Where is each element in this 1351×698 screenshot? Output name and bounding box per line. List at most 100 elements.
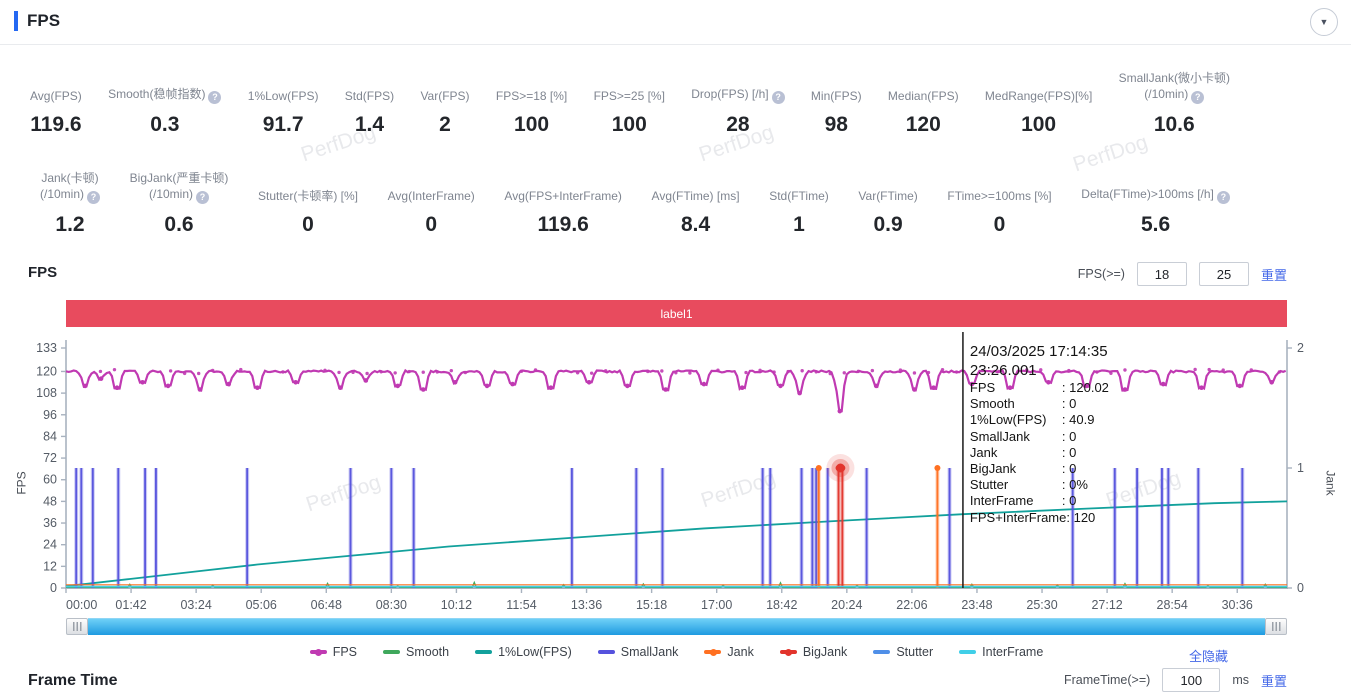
stat-r1-0: Avg(FPS) 119.6 xyxy=(30,70,82,137)
stat-label-line: Std(FPS) xyxy=(344,89,395,103)
frametime-filter-label: FrameTime(>=) xyxy=(1063,673,1151,687)
stat-label-line: 1%Low(FPS) xyxy=(247,89,319,103)
stat-label-line: Avg(FTime) [ms] xyxy=(651,189,740,203)
legend-marker-icon xyxy=(597,650,615,654)
stat-r2-5: Avg(FTime) [ms] 8.4 xyxy=(652,170,740,237)
series-FPS-marker xyxy=(182,371,187,376)
fps-chart[interactable]: 0 12 24 36 48 60 72 84 96 108 120 133 0 1 2 00:00 01:42 0… xyxy=(15,330,1337,614)
stat-label: Avg(FPS) xyxy=(30,70,82,104)
series-FPS-marker xyxy=(82,383,88,389)
help-icon[interactable]: ? xyxy=(1216,191,1230,204)
legend-marker-icon xyxy=(873,650,891,654)
collapse-button[interactable]: ▼ xyxy=(1310,8,1338,36)
legend-item-1%Low(FPS)[interactable]: 1%Low(FPS) xyxy=(475,645,572,659)
panel-header: FPS ▼ xyxy=(0,0,1351,45)
frametime-threshold-input[interactable] xyxy=(1162,668,1221,692)
x-axis-tick: 01:42 xyxy=(115,598,146,612)
help-icon[interactable]: ? xyxy=(87,191,101,204)
scrollbar-track[interactable] xyxy=(88,618,1265,635)
x-axis-tick: 15:18 xyxy=(636,598,667,612)
x-axis-tick: 23:48 xyxy=(961,598,992,612)
x-axis-tick: 28:54 xyxy=(1157,598,1188,612)
series-FPS-marker xyxy=(395,383,401,389)
x-axis-tick: 05:06 xyxy=(246,598,277,612)
series-FPS-marker xyxy=(1084,383,1089,389)
legend-item-BigJank[interactable]: BigJank xyxy=(779,645,847,659)
series-FPS-marker xyxy=(800,369,804,373)
stat-r1-2: 1%Low(FPS) 91.7 xyxy=(248,70,319,137)
legend-label: FPS xyxy=(332,645,358,659)
stat-label-line: Var(FPS) xyxy=(420,89,470,103)
series-FPS-marker xyxy=(778,383,783,389)
stat-r1-1: Smooth(稳帧指数)? 0.3 xyxy=(108,70,222,137)
stat-value: 1 xyxy=(793,213,805,236)
legend-item-Stutter[interactable]: Stutter xyxy=(873,645,933,659)
stat-label: Jank(卡顿) (/10min)? xyxy=(40,170,101,204)
legend-marker-icon xyxy=(475,650,493,654)
stat-r1-9: Median(FPS) 120 xyxy=(888,70,959,137)
series-FPS-marker xyxy=(1095,370,1099,374)
stat-label: Var(FPS) xyxy=(420,70,469,104)
series-FPS-marker xyxy=(421,370,425,374)
frametime-unit-label: ms xyxy=(1232,673,1249,687)
hide-all-link[interactable]: 全隐藏 xyxy=(1188,649,1228,664)
scrollbar-left-handle[interactable] xyxy=(66,618,88,635)
legend-label: SmallJank xyxy=(620,645,679,659)
scrollbar-right-handle[interactable] xyxy=(1265,618,1287,635)
series-FPS-marker xyxy=(281,370,285,374)
help-icon[interactable]: ? xyxy=(1191,91,1205,104)
legend-item-InterFrame[interactable]: InterFrame xyxy=(959,645,1043,659)
help-icon[interactable]: ? xyxy=(771,91,785,104)
series-FPS-marker xyxy=(351,370,355,375)
series-FPS-marker xyxy=(786,369,790,374)
series-Jank-marker xyxy=(815,465,822,471)
stat-r1-4: Var(FPS) 2 xyxy=(420,70,469,137)
stat-value: 98 xyxy=(824,113,848,136)
fps-threshold-input-1[interactable] xyxy=(1136,262,1187,286)
stat-label: FPS>=18 [%] xyxy=(496,70,567,104)
stat-value: 100 xyxy=(1021,113,1057,136)
series-FPS-marker xyxy=(1122,387,1128,392)
legend-dot-icon xyxy=(315,648,323,656)
stat-r1-3: Std(FPS) 1.4 xyxy=(345,70,394,137)
chart-range-scrollbar[interactable] xyxy=(66,618,1287,635)
x-axis-tick: 18:42 xyxy=(766,598,797,612)
stat-value: 0.3 xyxy=(150,113,180,136)
legend-item-Smooth[interactable]: Smooth xyxy=(383,645,449,659)
left-axis-tick: 24 xyxy=(43,538,57,552)
series-FPS-marker xyxy=(856,369,861,374)
frametime-reset-link[interactable]: 重置 xyxy=(1260,673,1287,689)
stat-r2-1: BigJank(严重卡顿) (/10min)? 0.6 xyxy=(130,170,229,237)
fps-filter-controls: FPS(>=) 重置 xyxy=(1078,262,1287,286)
series-FPS-marker xyxy=(337,370,341,375)
x-axis-tick: 25:30 xyxy=(1026,598,1057,612)
legend-item-FPS[interactable]: FPS xyxy=(309,645,358,659)
legend-item-Jank[interactable]: Jank xyxy=(704,645,754,659)
fps-chart-title: FPS xyxy=(28,264,58,281)
stat-r1-11: SmallJank(微小卡顿) (/10min)? 10.6 xyxy=(1119,70,1230,137)
stat-r1-5: FPS>=18 [%] 100 xyxy=(496,70,567,137)
help-icon[interactable]: ? xyxy=(196,191,209,204)
stat-value: 0 xyxy=(425,213,438,236)
legend-item-SmallJank[interactable]: SmallJank xyxy=(597,645,679,659)
series-FPS-marker xyxy=(1160,381,1166,387)
series-FPS-marker xyxy=(98,376,104,381)
series-FPS-marker xyxy=(797,390,802,396)
fps-threshold-input-2[interactable] xyxy=(1198,262,1249,286)
fps-reset-link[interactable]: 重置 xyxy=(1260,267,1287,283)
help-icon[interactable]: ? xyxy=(208,91,222,104)
stat-label: Drop(FPS) [/h]? xyxy=(691,70,785,104)
stat-label-line: Drop(FPS) [/h]? xyxy=(691,86,785,104)
stat-r2-0: Jank(卡顿) (/10min)? 1.2 xyxy=(40,170,101,237)
legend-marker-icon xyxy=(959,650,977,654)
series-FPS-marker xyxy=(226,381,231,387)
stat-label: Var(FTime) xyxy=(858,170,917,204)
stat-label: MedRange(FPS)[%] xyxy=(985,70,1092,104)
series-FPS-marker xyxy=(586,379,592,385)
stat-label-line: (/10min)? xyxy=(1119,86,1230,104)
series-FPS-marker xyxy=(926,370,931,375)
series-FPS-marker xyxy=(463,370,468,375)
panel-title: FPS xyxy=(14,11,60,31)
legend-label: Smooth xyxy=(406,645,450,659)
